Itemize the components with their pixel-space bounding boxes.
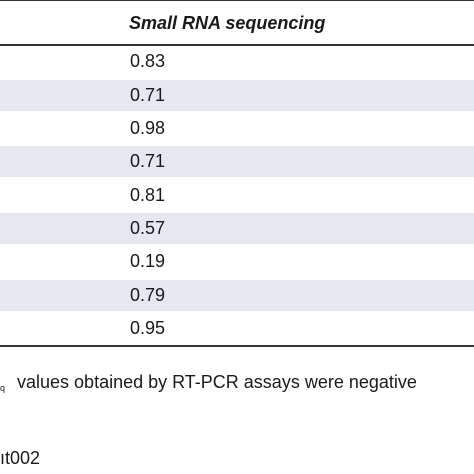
doi-fragment: ıt002 (0, 448, 41, 468)
table-cell: 0.83 (130, 51, 166, 71)
table-row: 0.79 (0, 280, 474, 311)
table-row: 0.71 (0, 146, 474, 177)
footnote-subscript: q (0, 383, 6, 393)
table-cell: 0.98 (130, 118, 166, 138)
table-cell: 0.71 (130, 151, 166, 171)
bottom-rule (0, 345, 474, 347)
table-row: 0.71 (0, 80, 474, 111)
table-cell: 0.19 (130, 251, 166, 271)
table-cell: 0.57 (130, 218, 166, 238)
table-cell: 0.79 (130, 285, 166, 305)
table-cell: 0.71 (130, 85, 166, 105)
table-row: 0.57 (0, 213, 474, 244)
header-rule (0, 44, 474, 46)
table-cell: 0.81 (130, 185, 166, 205)
table-row: 0.81 (0, 180, 474, 211)
table-row: 0.83 (0, 46, 474, 77)
table-footnote: q values obtained by RT-PCR assays were n… (0, 372, 417, 393)
table-row: 0.95 (0, 313, 474, 344)
table-header: Small RNA sequencing (0, 1, 474, 44)
top-rule (0, 0, 474, 1)
footnote-text: values obtained by RT-PCR assays were ne… (17, 372, 417, 392)
table-row: 0.98 (0, 113, 474, 144)
table-cell: 0.95 (130, 318, 166, 338)
table-row: 0.19 (0, 246, 474, 277)
column-header-small-rna-sequencing: Small RNA sequencing (129, 13, 326, 33)
